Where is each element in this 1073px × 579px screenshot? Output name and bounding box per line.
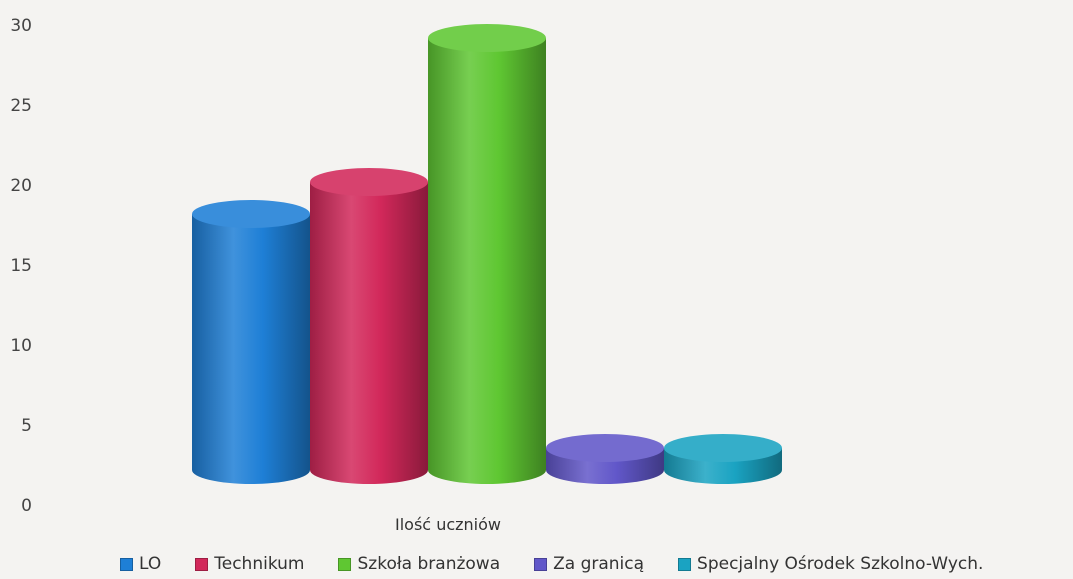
bar [310,168,428,484]
y-tick-label: 25 [10,96,32,116]
y-tick-label: 5 [21,416,32,436]
chart-plot: 0 5 10 15 20 25 30 Ilość uczniów [10,16,782,534]
legend: LO Technikum Szkoła branżowa Za granicą Spec… [0,549,1073,579]
legend-item: LO [120,554,161,574]
legend-swatch [338,557,352,571]
legend-label: LO [139,554,162,574]
legend-swatch [120,557,133,571]
y-tick-label: 10 [10,336,32,356]
y-tick-label: 20 [10,176,32,196]
legend-label: Szkoła branżowa [357,554,501,574]
bar-top [428,24,546,52]
bar [664,434,782,484]
bar-top [546,434,664,462]
legend-swatch [678,557,692,571]
y-axis: 0 5 10 15 20 25 30 [10,16,32,516]
y-tick-label: 15 [10,256,32,276]
bar-top [192,200,310,228]
bar-body [192,214,310,484]
legend-swatch [534,557,548,571]
bar-body [428,38,546,484]
y-tick-label: 30 [10,16,32,36]
x-axis-title: Ilość uczniów [395,515,501,534]
legend-item: Szkoła branżowa [338,554,500,574]
bar [428,24,546,484]
legend-label: Technikum [214,554,305,574]
legend-label: Za granicą [553,554,645,574]
bar-top [664,434,782,462]
bar-body [310,182,428,484]
bar-top [310,168,428,196]
y-tick-label: 0 [21,496,32,516]
bar [546,434,664,484]
legend-swatch [195,557,209,571]
legend-item: Technikum [195,554,304,574]
bars [192,24,782,484]
legend-label: Specjalny Ośrodek Szkolno-Wych. [697,554,984,574]
legend-item: Specjalny Ośrodek Szkolno-Wych. [678,554,983,574]
bar [192,200,310,484]
legend-item: Za granicą [534,554,644,574]
